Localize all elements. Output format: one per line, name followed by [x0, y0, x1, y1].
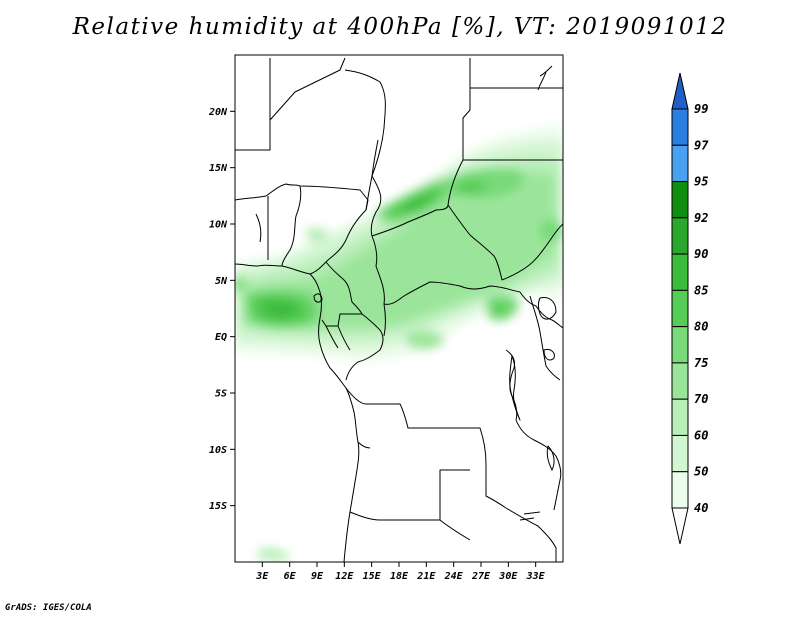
country-boundaries — [235, 57, 563, 562]
colorbar-bin — [671, 471, 689, 509]
lon-tick-label: 12E — [335, 571, 354, 582]
lat-tick-label: EQ — [215, 332, 227, 343]
lon-tick-label: 6E — [284, 571, 297, 582]
colorbar-label: 40 — [694, 501, 708, 515]
colorbar-label: 97 — [694, 138, 709, 152]
colorbar-label: 99 — [694, 102, 708, 116]
lon-tick-label: 30E — [498, 571, 518, 582]
lon-tick-label: 3E — [255, 571, 269, 582]
colorbar-bottom-arrow — [671, 507, 689, 545]
colorbar-label: 60 — [694, 428, 708, 442]
colorbar-label: 50 — [694, 465, 708, 479]
latitude-axis: 20N 15N 10N 5N EQ 5S 10S 15S — [208, 107, 235, 512]
longitude-axis: 3E 6E 9E 12E 15E 18E 21E 24E 27E 30E 33E — [255, 562, 546, 582]
colorbar-label: 92 — [694, 211, 708, 225]
colorbar-bin — [671, 144, 689, 183]
colorbar-label: 90 — [694, 247, 708, 261]
colorbar-label: 95 — [694, 175, 708, 189]
colorbar-label: 75 — [694, 356, 708, 370]
lon-tick-label: 18E — [390, 571, 409, 582]
lat-tick-label: 5N — [215, 276, 228, 287]
lon-tick-label: 33E — [526, 571, 546, 582]
chart-title: Relative humidity at 400hPa [%], VT: 201… — [72, 14, 728, 40]
colorbar-bin — [671, 217, 689, 255]
humidity-field — [235, 125, 563, 561]
lat-tick-label: 20N — [208, 107, 228, 118]
colorbar-label: 80 — [694, 320, 708, 334]
colorbar-bin — [671, 289, 689, 328]
lat-tick-label: 15N — [209, 163, 228, 174]
colorbar-bin — [671, 362, 689, 400]
lat-tick-label: 10N — [209, 220, 228, 231]
colorbar-bin — [671, 108, 689, 146]
lat-tick-label: 10S — [209, 445, 227, 456]
colorbar-top-arrow — [671, 72, 689, 110]
lon-tick-label: 9E — [311, 571, 324, 582]
lon-tick-label: 27E — [471, 571, 491, 582]
grads-credit: GrADS: IGES/COLA — [5, 603, 92, 613]
colorbar-bin — [671, 181, 689, 219]
colorbar-label: 85 — [694, 283, 708, 297]
colorbar-bin — [671, 253, 689, 291]
lat-tick-label: 5S — [215, 389, 227, 400]
lon-tick-label: 15E — [363, 571, 382, 582]
colorbar-bin — [671, 326, 689, 364]
lat-tick-label: 15S — [209, 501, 227, 512]
lon-tick-label: 21E — [416, 571, 436, 582]
lon-tick-label: 24E — [444, 571, 464, 582]
colorbar-bin — [671, 434, 689, 473]
colorbar-label: 70 — [694, 392, 708, 406]
colorbar-bin — [671, 398, 689, 436]
colorbar: 99 97 95 92 90 85 80 75 70 60 50 40 — [671, 72, 709, 545]
